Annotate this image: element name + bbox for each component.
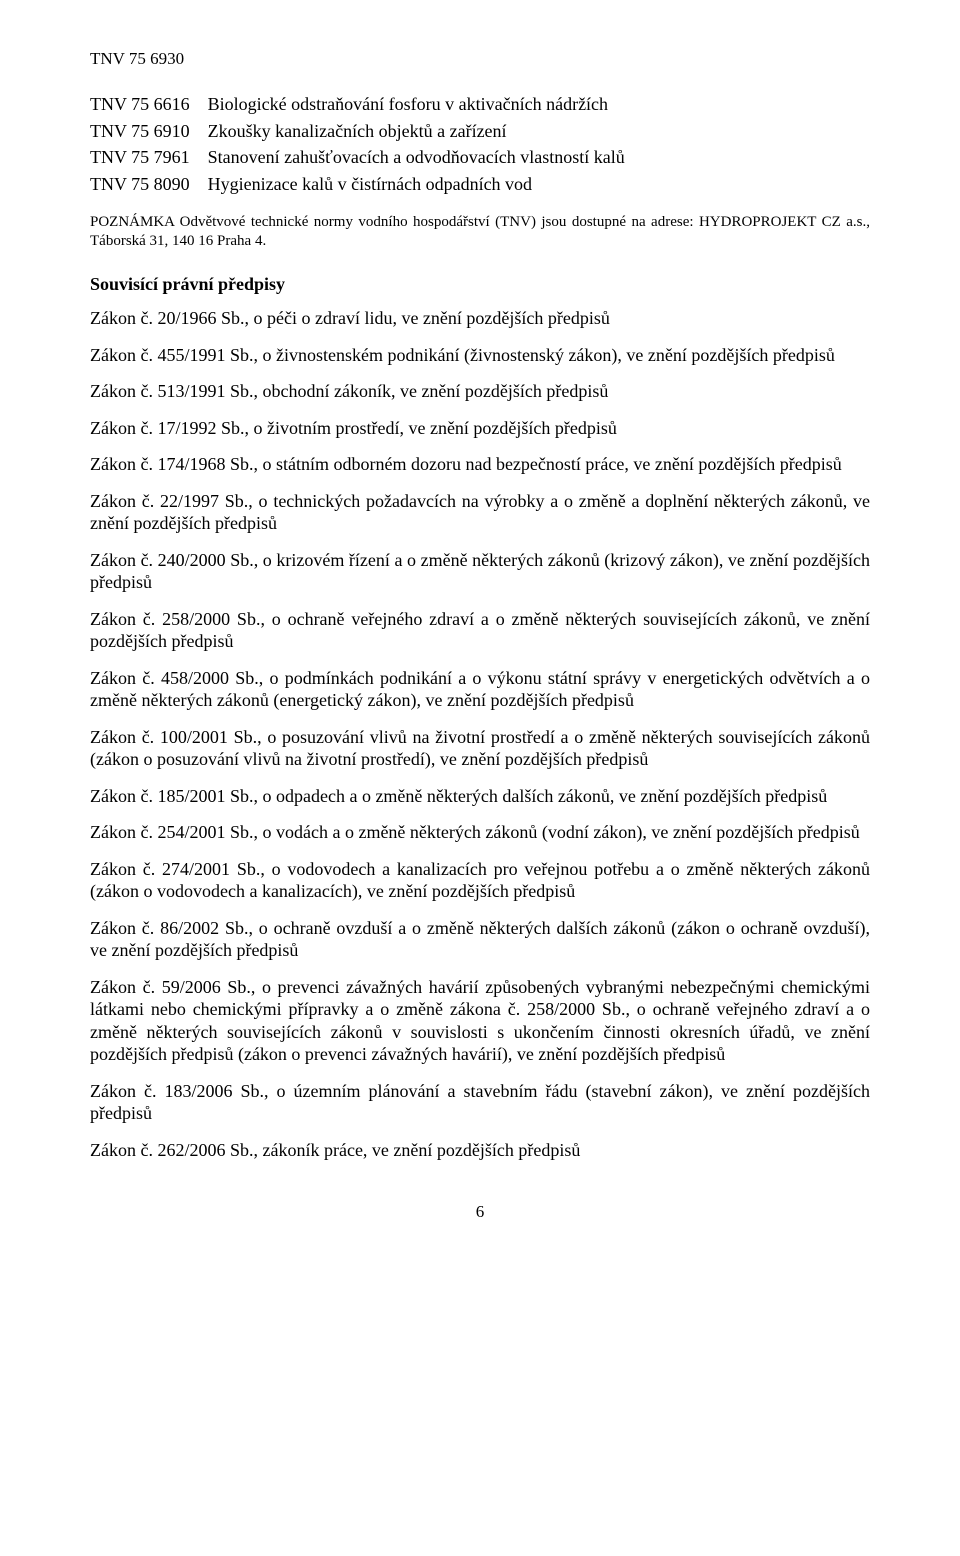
law-paragraph: Zákon č. 455/1991 Sb., o živnostenském p… xyxy=(90,344,870,367)
law-paragraph: Zákon č. 258/2000 Sb., o ochraně veřejné… xyxy=(90,608,870,653)
reference-title: Stanovení zahušťovacích a odvodňovacích … xyxy=(208,144,625,171)
reference-title: Zkoušky kanalizačních objektů a zařízení xyxy=(208,118,625,145)
law-paragraph: Zákon č. 174/1968 Sb., o státním odborné… xyxy=(90,453,870,476)
law-paragraph: Zákon č. 20/1966 Sb., o péči o zdraví li… xyxy=(90,307,870,330)
reference-title: Biologické odstraňování fosforu v aktiva… xyxy=(208,91,625,118)
reference-table: TNV 75 6616 Biologické odstraňování fosf… xyxy=(90,91,625,197)
reference-row: TNV 75 7961 Stanovení zahušťovacích a od… xyxy=(90,144,625,171)
reference-code: TNV 75 8090 xyxy=(90,171,208,198)
reference-title: Hygienizace kalů v čistírnách odpadních … xyxy=(208,171,625,198)
law-paragraph: Zákon č. 17/1992 Sb., o životním prostře… xyxy=(90,417,870,440)
law-paragraph: Zákon č. 240/2000 Sb., o krizovém řízení… xyxy=(90,549,870,594)
law-paragraph: Zákon č. 513/1991 Sb., obchodní zákoník,… xyxy=(90,380,870,403)
law-paragraph: Zákon č. 262/2006 Sb., zákoník práce, ve… xyxy=(90,1139,870,1162)
law-paragraph: Zákon č. 274/2001 Sb., o vodovodech a ka… xyxy=(90,858,870,903)
law-paragraph: Zákon č. 86/2002 Sb., o ochraně ovzduší … xyxy=(90,917,870,962)
reference-row: TNV 75 6616 Biologické odstraňování fosf… xyxy=(90,91,625,118)
law-paragraph: Zákon č. 185/2001 Sb., o odpadech a o zm… xyxy=(90,785,870,808)
page-number: 6 xyxy=(90,1201,870,1222)
law-paragraph: Zákon č. 254/2001 Sb., o vodách a o změn… xyxy=(90,821,870,844)
laws-list: Zákon č. 20/1966 Sb., o péči o zdraví li… xyxy=(90,307,870,1161)
reference-row: TNV 75 8090 Hygienizace kalů v čistírnác… xyxy=(90,171,625,198)
reference-code: TNV 75 7961 xyxy=(90,144,208,171)
reference-code: TNV 75 6910 xyxy=(90,118,208,145)
reference-row: TNV 75 6910 Zkoušky kanalizačních objekt… xyxy=(90,118,625,145)
law-paragraph: Zákon č. 100/2001 Sb., o posuzování vliv… xyxy=(90,726,870,771)
law-paragraph: Zákon č. 183/2006 Sb., o územním plánová… xyxy=(90,1080,870,1125)
law-paragraph: Zákon č. 458/2000 Sb., o podmínkách podn… xyxy=(90,667,870,712)
law-paragraph: Zákon č. 22/1997 Sb., o technických poža… xyxy=(90,490,870,535)
page-header-code: TNV 75 6930 xyxy=(90,48,870,69)
law-paragraph: Zákon č. 59/2006 Sb., o prevenci závažný… xyxy=(90,976,870,1066)
section-heading: Souvisící právní předpisy xyxy=(90,273,870,296)
note-paragraph: POZNÁMKA Odvětvové technické normy vodní… xyxy=(90,213,870,251)
reference-code: TNV 75 6616 xyxy=(90,91,208,118)
